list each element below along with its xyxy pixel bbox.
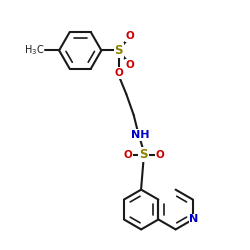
Text: O: O bbox=[123, 150, 132, 160]
Text: H$_3$C: H$_3$C bbox=[24, 44, 45, 57]
Text: S: S bbox=[140, 148, 148, 161]
Text: S: S bbox=[114, 44, 123, 57]
Text: O: O bbox=[156, 150, 164, 160]
Text: O: O bbox=[114, 68, 123, 78]
Text: N: N bbox=[190, 214, 199, 224]
Text: NH: NH bbox=[131, 130, 149, 140]
Text: O: O bbox=[126, 60, 134, 70]
Text: O: O bbox=[126, 31, 134, 41]
